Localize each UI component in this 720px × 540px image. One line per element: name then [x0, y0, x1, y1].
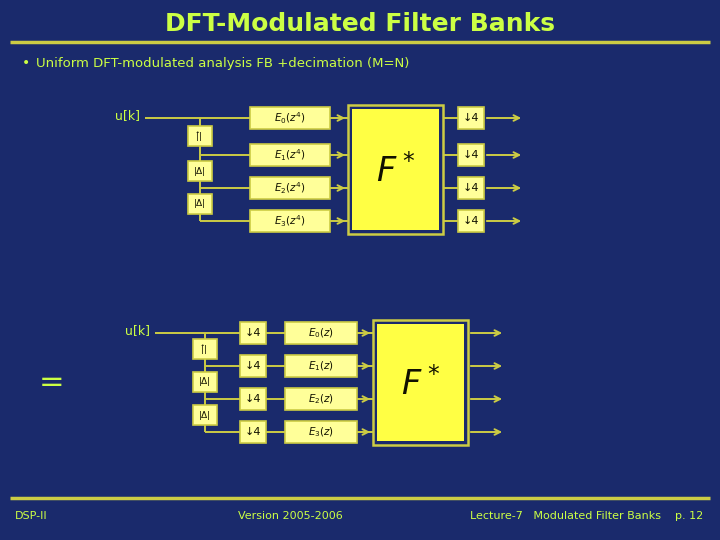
Text: ↓4: ↓4 [463, 113, 480, 123]
Text: DSP-II: DSP-II [15, 511, 48, 521]
Bar [250, 177, 330, 199]
Bar [250, 107, 330, 129]
Text: $E_3(z)$: $E_3(z)$ [308, 425, 334, 439]
Text: p. 12: p. 12 [675, 511, 703, 521]
Bar [458, 210, 484, 232]
Text: $F^*$: $F^*$ [401, 367, 440, 402]
Bar [285, 388, 357, 410]
Text: $E_3(z^4)$: $E_3(z^4)$ [274, 213, 306, 229]
Text: $E_0(z^4)$: $E_0(z^4)$ [274, 110, 306, 126]
Text: |̂|: |̂| [202, 345, 208, 354]
Text: ↓4: ↓4 [463, 216, 480, 226]
Text: ↓4: ↓4 [463, 183, 480, 193]
Text: |Δ|: |Δ| [199, 410, 211, 420]
Text: u[k]: u[k] [125, 325, 150, 338]
Text: Version 2005-2006: Version 2005-2006 [238, 511, 343, 521]
Text: •: • [22, 56, 30, 70]
Bar [240, 355, 266, 377]
Bar [285, 322, 357, 344]
Bar [458, 144, 484, 166]
Bar [285, 355, 357, 377]
Bar [352, 109, 439, 230]
Text: ↓4: ↓4 [245, 427, 261, 437]
Bar [188, 126, 212, 146]
Bar [193, 372, 217, 392]
Bar [250, 144, 330, 166]
Text: |̂|: |̂| [197, 131, 203, 141]
Bar [458, 107, 484, 129]
Text: $E_0(z)$: $E_0(z)$ [308, 326, 334, 340]
Bar [285, 421, 357, 443]
Text: ↓4: ↓4 [245, 394, 261, 404]
Bar [240, 421, 266, 443]
Text: |Δ|: |Δ| [194, 199, 206, 208]
Text: $E_2(z^4)$: $E_2(z^4)$ [274, 180, 306, 195]
Text: $E_2(z)$: $E_2(z)$ [308, 392, 334, 406]
Bar [373, 320, 468, 445]
Bar [240, 388, 266, 410]
Bar [193, 405, 217, 425]
Text: ↓4: ↓4 [245, 328, 261, 338]
Bar [188, 194, 212, 214]
Bar [348, 105, 443, 234]
Bar [193, 339, 217, 359]
Text: Uniform DFT-modulated analysis FB +decimation (M=N): Uniform DFT-modulated analysis FB +decim… [36, 57, 410, 70]
Bar [188, 161, 212, 181]
Text: |Δ|: |Δ| [199, 377, 211, 387]
Bar [250, 210, 330, 232]
Text: $E_1(z)$: $E_1(z)$ [308, 359, 334, 373]
Text: $E_1(z^4)$: $E_1(z^4)$ [274, 147, 306, 163]
Text: DFT-Modulated Filter Banks: DFT-Modulated Filter Banks [165, 12, 555, 36]
Bar [377, 324, 464, 441]
Bar [240, 322, 266, 344]
Text: ↓4: ↓4 [245, 361, 261, 371]
Text: u[k]: u[k] [115, 110, 140, 123]
Text: ↓4: ↓4 [463, 150, 480, 160]
Text: =: = [39, 368, 65, 396]
Bar [458, 177, 484, 199]
Text: Lecture-7   Modulated Filter Banks: Lecture-7 Modulated Filter Banks [470, 511, 661, 521]
Text: $F^*$: $F^*$ [376, 154, 415, 189]
Text: |Δ|: |Δ| [194, 166, 206, 176]
